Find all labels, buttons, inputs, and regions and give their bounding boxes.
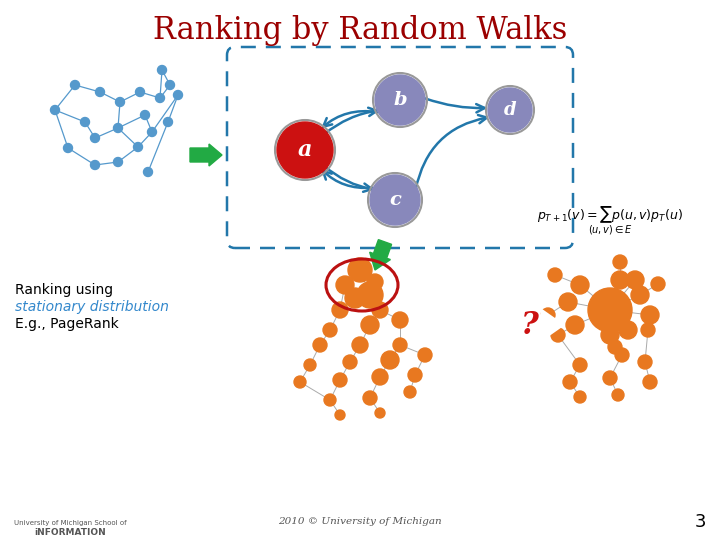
Text: d: d	[504, 101, 516, 119]
Circle shape	[336, 276, 354, 294]
Circle shape	[335, 410, 345, 420]
Circle shape	[133, 143, 143, 152]
Circle shape	[611, 271, 629, 289]
FancyArrow shape	[190, 144, 222, 166]
Circle shape	[643, 375, 657, 389]
Circle shape	[651, 277, 665, 291]
Text: $p_{T+1}(v) = \sum p(u,v)p_T(u)$: $p_{T+1}(v) = \sum p(u,v)p_T(u)$	[537, 205, 683, 225]
Circle shape	[641, 323, 655, 337]
Circle shape	[81, 118, 89, 126]
Circle shape	[631, 286, 649, 304]
FancyBboxPatch shape	[227, 47, 573, 248]
Circle shape	[601, 326, 619, 344]
Circle shape	[559, 293, 577, 311]
Circle shape	[313, 338, 327, 352]
Text: a: a	[298, 139, 312, 161]
Circle shape	[174, 91, 182, 99]
Circle shape	[332, 302, 348, 318]
Circle shape	[612, 389, 624, 401]
Circle shape	[140, 111, 150, 119]
Circle shape	[381, 351, 399, 369]
Circle shape	[166, 80, 174, 90]
Circle shape	[626, 271, 644, 289]
Text: iNFORMATION: iNFORMATION	[34, 528, 106, 537]
Circle shape	[563, 375, 577, 389]
Circle shape	[96, 87, 104, 97]
Text: 2010 © University of Michigan: 2010 © University of Michigan	[278, 517, 442, 526]
Circle shape	[641, 306, 659, 324]
Circle shape	[343, 355, 357, 369]
Circle shape	[115, 98, 125, 106]
Circle shape	[619, 321, 637, 339]
Circle shape	[393, 338, 407, 352]
Circle shape	[156, 93, 164, 103]
Circle shape	[488, 88, 532, 132]
Circle shape	[345, 288, 365, 308]
Circle shape	[375, 75, 425, 125]
Circle shape	[91, 160, 99, 170]
Circle shape	[548, 268, 562, 282]
Circle shape	[418, 348, 432, 362]
Circle shape	[541, 308, 555, 322]
Text: $(u,v)\in E$: $(u,v)\in E$	[588, 224, 632, 237]
Circle shape	[114, 158, 122, 166]
Circle shape	[50, 105, 60, 114]
Circle shape	[566, 316, 584, 334]
Text: stationary distribution: stationary distribution	[15, 300, 169, 314]
Circle shape	[574, 391, 586, 403]
Circle shape	[158, 65, 166, 75]
Circle shape	[304, 359, 316, 371]
Circle shape	[615, 348, 629, 362]
Circle shape	[392, 312, 408, 328]
Circle shape	[372, 369, 388, 385]
Text: Ranking by Random Walks: Ranking by Random Walks	[153, 15, 567, 45]
FancyArrow shape	[369, 240, 392, 270]
Circle shape	[375, 408, 385, 418]
Circle shape	[277, 122, 333, 178]
Circle shape	[588, 288, 632, 332]
Circle shape	[370, 175, 420, 225]
Circle shape	[348, 258, 372, 282]
Circle shape	[573, 358, 587, 372]
Circle shape	[323, 323, 337, 337]
Circle shape	[608, 340, 622, 354]
Circle shape	[613, 255, 627, 269]
Circle shape	[71, 80, 79, 90]
FancyArrow shape	[497, 311, 562, 339]
Text: b: b	[393, 91, 407, 109]
Circle shape	[372, 302, 388, 318]
Circle shape	[294, 376, 306, 388]
Circle shape	[551, 328, 565, 342]
Circle shape	[148, 127, 156, 137]
Text: E.g., PageRank: E.g., PageRank	[15, 317, 119, 331]
Text: 3: 3	[694, 513, 706, 531]
Text: c: c	[389, 191, 401, 209]
Circle shape	[324, 394, 336, 406]
Circle shape	[114, 124, 122, 132]
Circle shape	[143, 167, 153, 177]
Circle shape	[91, 133, 99, 143]
Text: ?: ?	[521, 309, 539, 341]
Circle shape	[352, 337, 368, 353]
Circle shape	[571, 276, 589, 294]
Text: University of Michigan School of: University of Michigan School of	[14, 520, 126, 526]
Circle shape	[408, 368, 422, 382]
Text: Ranking using: Ranking using	[15, 283, 113, 297]
Circle shape	[163, 118, 173, 126]
Circle shape	[63, 144, 73, 152]
Circle shape	[333, 373, 347, 387]
Circle shape	[357, 282, 383, 308]
Circle shape	[363, 391, 377, 405]
Circle shape	[603, 371, 617, 385]
Circle shape	[638, 355, 652, 369]
Circle shape	[404, 386, 416, 398]
Circle shape	[135, 87, 145, 97]
Circle shape	[361, 316, 379, 334]
Circle shape	[367, 274, 383, 290]
